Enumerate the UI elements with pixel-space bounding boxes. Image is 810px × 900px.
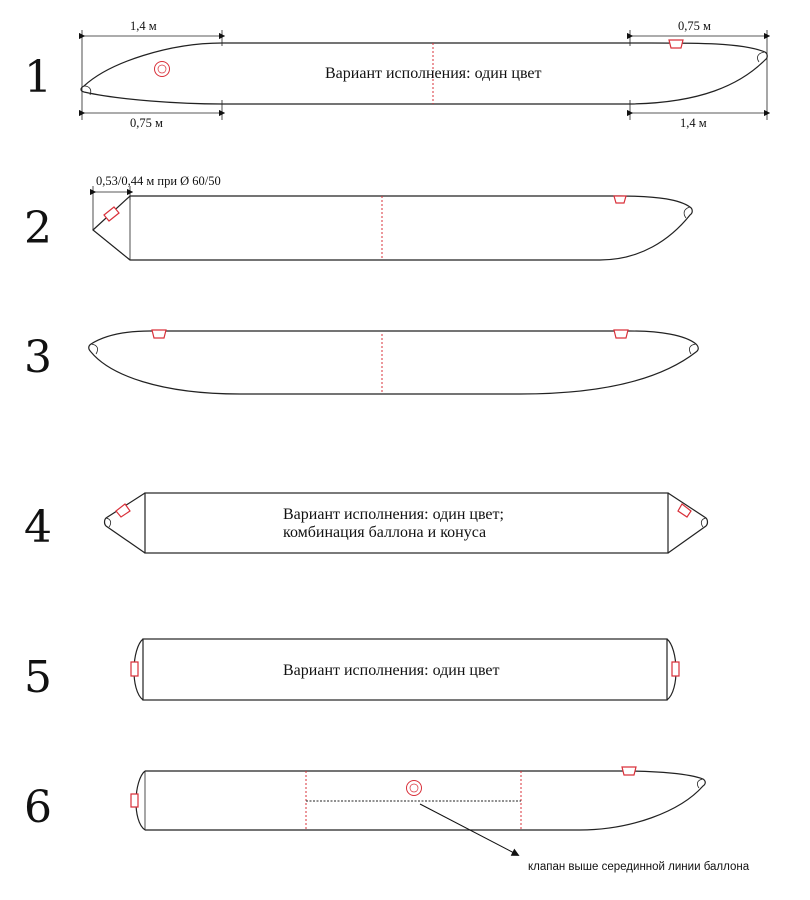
valve-icon	[103, 206, 120, 222]
valve-icon	[671, 661, 680, 677]
valve-icon	[130, 661, 139, 677]
valve-icon	[130, 793, 139, 808]
dim-top-left: 1,4 м	[130, 19, 157, 33]
valve-round-icon	[154, 61, 170, 77]
dimension-lines	[78, 30, 771, 120]
row-number: 5	[24, 652, 52, 703]
row-4: 4 Вариант исполнения: один цвет; комбина…	[24, 492, 709, 554]
pointer-arrow	[419, 803, 520, 856]
row-3: 3	[24, 329, 699, 395]
valve-icon	[668, 39, 684, 49]
dim-top-right: 0,75 м	[678, 19, 711, 33]
dim-bottom-left: 0,75 м	[130, 116, 163, 130]
pontoon-outline	[88, 329, 699, 395]
valve-icon	[613, 329, 629, 339]
row-6: 6 клапан выше серединной линии баллона	[24, 766, 750, 873]
pontoon-outline	[130, 766, 706, 831]
variant-caption-line2: комбинация баллона и конуса	[283, 524, 486, 541]
valve-icon	[115, 503, 131, 518]
row-2: 2 0,53/0,44 м при Ø 60/50	[24, 174, 693, 261]
pontoon-outline	[103, 492, 709, 554]
dimension-lines	[89, 186, 134, 230]
variant-caption-line1: Вариант исполнения: один цвет;	[283, 506, 504, 523]
pontoon-outline	[130, 638, 680, 701]
valve-icon	[677, 503, 692, 518]
dim-bottom-right: 1,4 м	[680, 116, 707, 130]
row-number: 6	[24, 782, 52, 833]
dim-cone-length: 0,53/0,44 м при Ø 60/50	[96, 174, 221, 188]
variant-caption: Вариант исполнения: один цвет	[325, 65, 542, 82]
valve-round-icon	[406, 780, 422, 796]
row-number: 2	[24, 203, 52, 254]
row-number: 4	[24, 502, 52, 553]
row-1: 1 1,4 м 0,75 м 0,75 м 1,4 м Вариан	[24, 19, 771, 130]
pontoon-outline	[92, 195, 693, 261]
row-number: 1	[24, 52, 52, 103]
variant-caption: Вариант исполнения: один цвет	[283, 662, 500, 679]
valve-note: клапан выше серединной линии баллона	[528, 861, 750, 873]
row-number: 3	[24, 332, 52, 383]
valve-icon	[151, 329, 167, 339]
valve-icon	[613, 195, 627, 204]
valve-icon	[621, 766, 637, 776]
row-5: 5 Вариант исполнения: один цвет	[24, 638, 680, 703]
